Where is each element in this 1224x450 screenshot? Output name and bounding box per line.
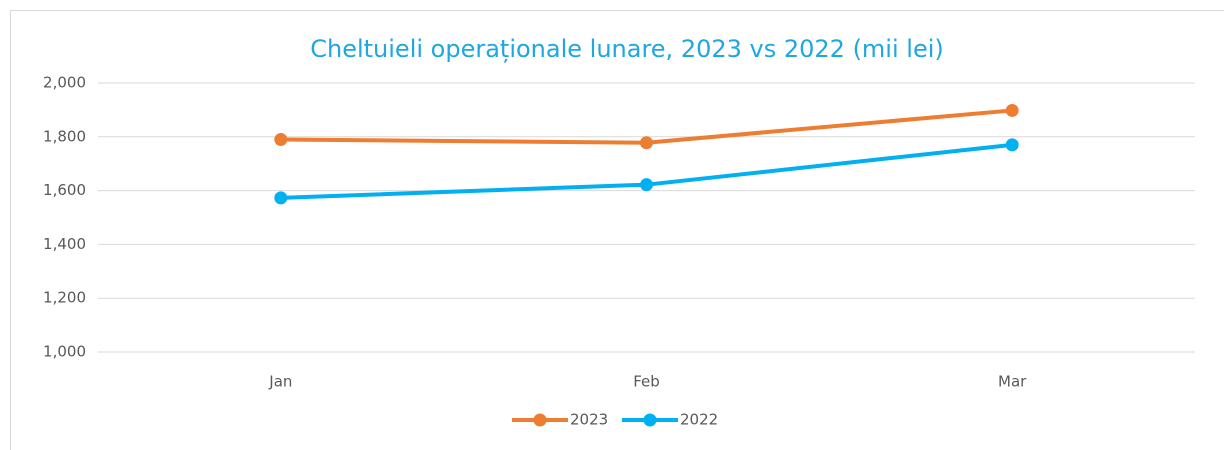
legend-marker (643, 413, 657, 427)
legend-label: 2022 (680, 411, 718, 429)
point (274, 191, 288, 205)
chart-frame (10, 10, 1224, 450)
point (274, 132, 288, 146)
y-tick-label: 1,200 (43, 289, 86, 307)
point (640, 178, 653, 192)
y-tick-label: 1,800 (43, 127, 86, 145)
y-tick-label: 1,600 (43, 181, 86, 199)
y-tick-label: 1,400 (43, 235, 86, 253)
x-tick-label: Mar (998, 373, 1027, 391)
x-tick-label: Feb (633, 373, 660, 391)
y-tick-label: 1,000 (43, 343, 86, 361)
legend-label: 2023 (570, 411, 608, 429)
point (640, 136, 653, 150)
point (1005, 103, 1019, 117)
legend-marker (533, 413, 547, 427)
point (1005, 138, 1019, 152)
x-tick-label: Jan (268, 373, 292, 391)
chart-title: Cheltuieli operaționale lunare, 2023 vs … (310, 35, 944, 63)
y-tick-label: 2,000 (43, 74, 86, 92)
